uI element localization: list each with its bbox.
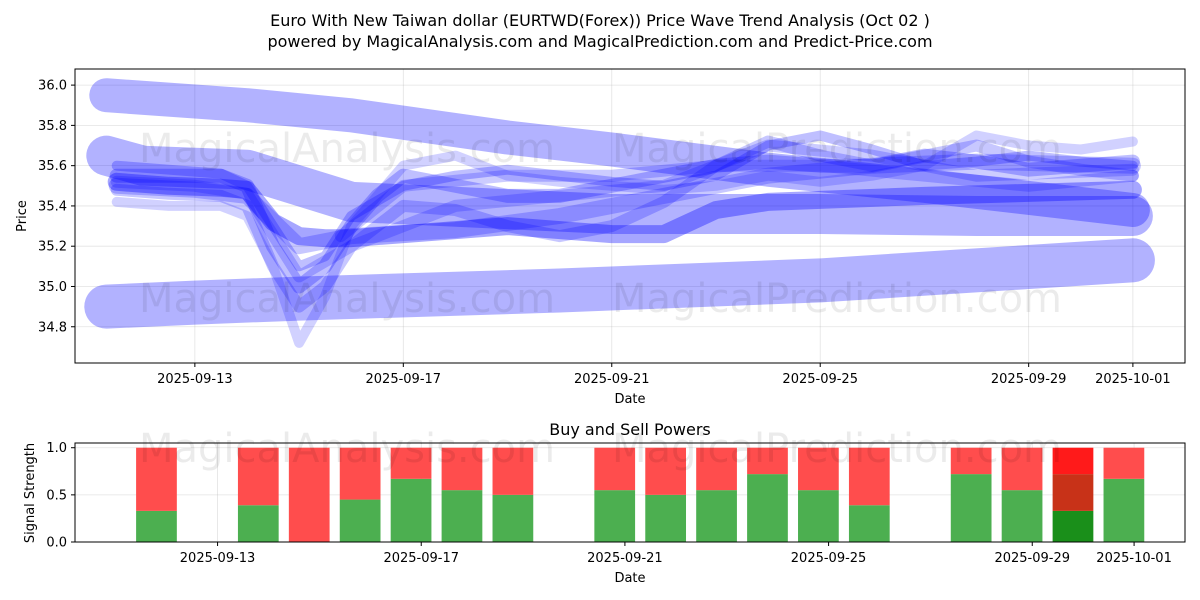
sell-bar <box>492 447 534 495</box>
price-wave-wave-6 <box>110 135 1139 313</box>
price-waves <box>84 78 1155 348</box>
buy-bar <box>1103 478 1145 542</box>
power-x-axis-label: Date <box>614 571 645 586</box>
price-wave-wave-1 <box>89 78 1150 227</box>
watermark-analysis-mid: MagicalAnalysis.com <box>139 276 555 322</box>
watermark-analysis-bottom: MagicalAnalysis.com <box>139 426 555 472</box>
power-x-tick-label: 2025-09-25 <box>791 551 867 566</box>
price-x-tick-label: 2025-09-17 <box>366 372 442 387</box>
price-wave-wave-11 <box>334 159 1139 243</box>
power-chart-title: Buy and Sell Powers <box>549 420 711 439</box>
power-y-tick-label: 1.0 <box>46 441 67 456</box>
price-wave-wave-5 <box>109 148 1140 294</box>
sell-bar <box>136 447 177 511</box>
buy-bar <box>390 478 432 542</box>
sell-bar <box>747 447 788 475</box>
power-x-ticks: 2025-09-13 2025-09-17 2025-09-21 2025-09-25… <box>180 542 1172 566</box>
sell-bar <box>645 447 687 495</box>
price-y-ticks: 34.8 35.0 35.2 35.4 35.6 35.8 36.0 <box>38 79 75 335</box>
price-x-tick-label: 2025-10-01 <box>1095 372 1171 387</box>
buy-bar <box>1001 490 1043 542</box>
price-axes-frame <box>74 68 1186 364</box>
buy-bar <box>747 474 788 542</box>
price-x-tick-label: 2025-09-21 <box>574 372 650 387</box>
price-x-ticks: 2025-09-13 2025-09-17 2025-09-21 2025-09-25… <box>157 363 1171 387</box>
price-y-tick-label: 35.8 <box>38 119 67 134</box>
power-bars <box>136 447 1145 542</box>
sell-bar <box>237 447 279 506</box>
power-y-axis-label: Signal Strength <box>23 443 38 543</box>
sell-bar <box>798 447 839 491</box>
watermark-prediction-bottom: MagicalPrediction.com <box>612 426 1062 472</box>
watermark-analysis-top: MagicalAnalysis.com <box>139 126 555 172</box>
price-y-tick-label: 36.0 <box>38 79 67 94</box>
power-panel: Buy and Sell Powers MagicalAnalysis.com … <box>23 420 1186 586</box>
sell-bar <box>696 447 737 491</box>
buy-bar <box>594 490 636 542</box>
watermark-prediction-top: MagicalPrediction.com <box>612 126 1062 172</box>
price-y-tick-label: 35.6 <box>38 159 67 174</box>
sell-bar <box>950 447 992 475</box>
power-axes-frame <box>74 442 1186 543</box>
sell-bar <box>390 447 432 479</box>
buy-bar <box>950 474 992 542</box>
buy-bar <box>848 505 890 542</box>
buy-bar <box>441 490 483 542</box>
price-x-tick-label: 2025-09-25 <box>782 372 858 387</box>
buy-bar <box>237 505 279 542</box>
buy-bar <box>1052 510 1094 542</box>
sell-bar <box>339 447 381 500</box>
price-x-tick-label: 2025-09-29 <box>991 372 1067 387</box>
price-y-tick-label: 34.8 <box>38 320 67 335</box>
buy-bar <box>696 490 737 542</box>
buy-bar <box>798 490 839 542</box>
buy-bar <box>136 510 177 542</box>
sell-bar <box>441 447 483 491</box>
power-y-tick-label: 0.5 <box>46 488 67 503</box>
price-wave-wave-10 <box>110 139 1139 283</box>
power-x-tick-label: 2025-09-29 <box>994 551 1070 566</box>
sell-bar <box>1001 447 1043 491</box>
price-wave-wave-7 <box>111 130 1138 272</box>
chart-title: Euro With New Taiwan dollar (EURTWD(Fore… <box>270 11 930 30</box>
price-y-axis-label: Price <box>15 200 30 232</box>
power-x-tick-label: 2025-09-21 <box>587 551 663 566</box>
price-y-tick-label: 35.0 <box>38 280 67 295</box>
price-x-tick-label: 2025-09-13 <box>157 372 233 387</box>
sell-bar <box>288 447 330 542</box>
price-wave-wave-9 <box>108 153 1141 255</box>
power-x-tick-label: 2025-09-17 <box>383 551 459 566</box>
price-wave-wave-2 <box>86 135 1153 236</box>
sell-bar <box>1103 447 1145 479</box>
price-wave-wave-8 <box>111 130 1138 348</box>
buy-bar <box>645 494 687 542</box>
chart-subtitle: powered by MagicalAnalysis.com and Magic… <box>267 32 932 51</box>
sell-bar <box>594 447 636 491</box>
price-y-tick-label: 35.4 <box>38 199 67 214</box>
price-watermarks: MagicalAnalysis.com MagicalPrediction.co… <box>139 126 1062 322</box>
buy-bar <box>492 494 534 542</box>
price-panel: MagicalAnalysis.com MagicalPrediction.co… <box>15 68 1186 407</box>
power-y-ticks: 0.0 0.5 1.0 <box>46 441 75 551</box>
mixed-bar <box>1052 474 1094 511</box>
price-wave-wave-4 <box>107 172 1142 248</box>
power-x-tick-label: 2025-10-01 <box>1096 551 1172 566</box>
power-x-tick-label: 2025-09-13 <box>180 551 256 566</box>
sell-bar <box>848 447 890 506</box>
price-y-tick-label: 35.2 <box>38 240 67 255</box>
price-grid <box>75 69 1185 363</box>
price-x-axis-label: Date <box>614 392 645 407</box>
buy-bar <box>339 499 381 542</box>
price-wave-wave-3 <box>84 238 1155 329</box>
watermark-prediction-mid: MagicalPrediction.com <box>612 276 1062 322</box>
sell-bar <box>1052 447 1094 475</box>
power-y-tick-label: 0.0 <box>46 536 67 551</box>
